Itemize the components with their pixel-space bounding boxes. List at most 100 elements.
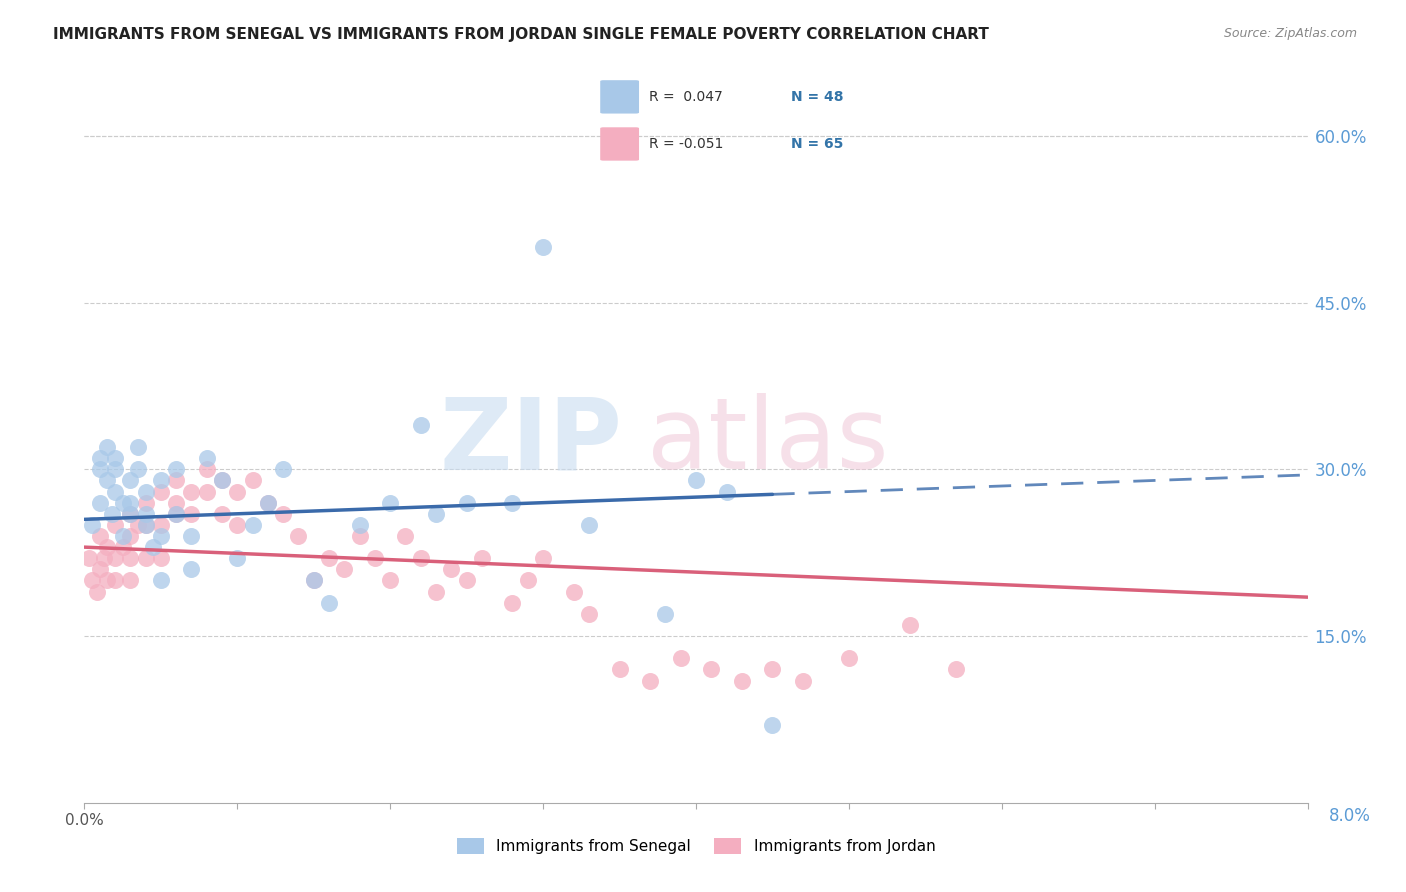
Point [516, 574, 538, 588]
Point [135, 484, 157, 499]
Text: IMMIGRANTS FROM SENEGAL VS IMMIGRANTS FROM JORDAN SINGLE FEMALE POVERTY CORRELAT: IMMIGRANTS FROM SENEGAL VS IMMIGRANTS FR… [53, 27, 990, 42]
Point [349, 529, 371, 543]
Point [80, 517, 103, 532]
Text: ZIP: ZIP [440, 393, 623, 490]
Point [135, 496, 157, 510]
Point [318, 551, 340, 566]
FancyBboxPatch shape [600, 128, 640, 161]
Point [165, 496, 187, 510]
Point [456, 496, 478, 510]
Point [242, 517, 264, 532]
Point [380, 574, 402, 588]
Point [394, 529, 416, 543]
Point [104, 462, 127, 476]
Point [149, 517, 172, 532]
Point [135, 517, 157, 532]
Point [111, 496, 134, 510]
Point [111, 529, 134, 543]
Point [638, 673, 661, 688]
Point [242, 474, 264, 488]
Point [165, 474, 187, 488]
Point [425, 584, 447, 599]
Point [120, 529, 142, 543]
Point [135, 517, 157, 532]
Point [578, 607, 600, 621]
Point [195, 484, 218, 499]
Text: N = 48: N = 48 [792, 90, 844, 103]
Point [89, 529, 111, 543]
Point [792, 673, 814, 688]
Point [120, 474, 142, 488]
Point [195, 462, 218, 476]
Point [101, 507, 124, 521]
Point [257, 496, 280, 510]
Point [86, 584, 108, 599]
Text: R = -0.051: R = -0.051 [648, 137, 723, 151]
Point [127, 462, 149, 476]
Point [440, 562, 463, 576]
Point [302, 574, 325, 588]
Point [502, 596, 524, 610]
Point [471, 551, 494, 566]
Point [838, 651, 860, 665]
Point [180, 529, 202, 543]
Point [226, 551, 249, 566]
Point [96, 540, 118, 554]
Point [149, 529, 172, 543]
Point [562, 584, 585, 599]
Point [89, 496, 111, 510]
Point [165, 507, 187, 521]
Point [111, 540, 134, 554]
Text: R =  0.047: R = 0.047 [648, 90, 723, 103]
Point [120, 496, 142, 510]
Point [302, 574, 325, 588]
Text: N = 65: N = 65 [792, 137, 844, 151]
Point [333, 562, 356, 576]
Text: Source: ZipAtlas.com: Source: ZipAtlas.com [1223, 27, 1357, 40]
Point [93, 551, 115, 566]
Point [180, 484, 202, 499]
Point [669, 651, 692, 665]
Point [96, 440, 118, 454]
Point [89, 462, 111, 476]
Point [731, 673, 754, 688]
Point [380, 496, 402, 510]
Point [257, 496, 280, 510]
Point [349, 517, 371, 532]
Point [195, 451, 218, 466]
Point [716, 484, 738, 499]
Point [127, 517, 149, 532]
Point [898, 618, 921, 632]
Point [149, 484, 172, 499]
Point [211, 507, 233, 521]
Point [127, 440, 149, 454]
Point [456, 574, 478, 588]
Point [502, 496, 524, 510]
Point [761, 718, 783, 732]
Point [104, 517, 127, 532]
Point [104, 574, 127, 588]
Point [104, 484, 127, 499]
Point [211, 474, 233, 488]
Point [531, 551, 554, 566]
Point [531, 240, 554, 254]
Point [180, 562, 202, 576]
Point [180, 507, 202, 521]
Point [80, 574, 103, 588]
Point [271, 462, 294, 476]
Point [135, 507, 157, 521]
Text: atlas: atlas [647, 393, 889, 490]
Point [96, 574, 118, 588]
Point [287, 529, 309, 543]
Point [945, 662, 967, 676]
Point [120, 507, 142, 521]
Point [211, 474, 233, 488]
Point [104, 451, 127, 466]
Point [104, 551, 127, 566]
Point [120, 507, 142, 521]
Point [318, 596, 340, 610]
Point [609, 662, 631, 676]
Point [685, 474, 707, 488]
Point [226, 517, 249, 532]
Point [149, 551, 172, 566]
